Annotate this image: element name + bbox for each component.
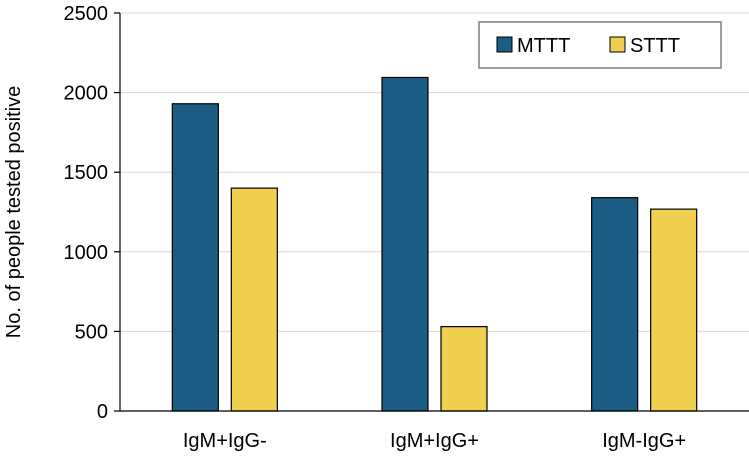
legend-swatch-sttt <box>609 36 626 53</box>
y-tick-label: 2500 <box>64 3 109 25</box>
y-tick-label: 500 <box>75 321 108 343</box>
bar-mttt-0 <box>171 103 219 412</box>
legend-label-mttt: MTTT <box>517 35 570 57</box>
x-tick-labels: IgM+IgG- IgM+IgG+ IgM-IgG+ <box>183 430 686 452</box>
y-tick-label: 1500 <box>64 162 109 184</box>
bar-mttt-2 <box>591 197 639 412</box>
legend: MTTT STTT <box>478 21 722 69</box>
legend-box <box>478 21 722 69</box>
y-axis-title: No. of people tested positive <box>3 86 25 338</box>
x-tick-label: IgM+IgG+ <box>390 430 479 452</box>
bar-sttt-2 <box>650 208 698 412</box>
y-tick-label: 2000 <box>64 83 109 105</box>
bar-mttt-1 <box>381 76 429 412</box>
axes <box>114 12 749 412</box>
bar-sttt-1 <box>440 326 488 412</box>
y-tick-labels: 0 500 1000 1500 2000 2500 <box>64 3 109 423</box>
legend-label-sttt: STTT <box>630 35 680 57</box>
x-tick-label: IgM-IgG+ <box>602 430 686 452</box>
gridlines <box>120 12 749 332</box>
legend-swatch-mttt <box>496 36 513 53</box>
bars <box>171 76 698 412</box>
bar-sttt-0 <box>230 187 278 412</box>
x-tick-label: IgM+IgG- <box>183 430 267 452</box>
y-tick-label: 0 <box>97 401 108 423</box>
y-tick-label: 1000 <box>64 242 109 264</box>
